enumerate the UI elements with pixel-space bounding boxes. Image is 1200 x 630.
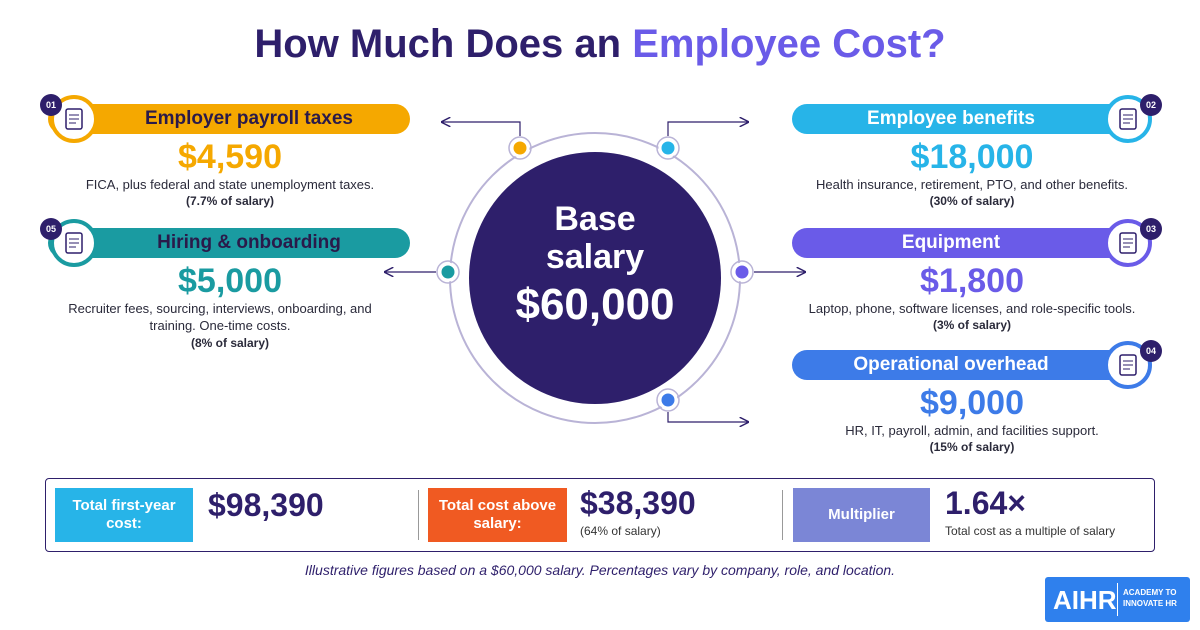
logo: AIHR ACADEMY TO INNOVATE HR <box>1045 577 1190 622</box>
card-title: Hiring & onboarding <box>48 228 410 258</box>
card-number: 01 <box>40 94 62 116</box>
summary-label: Total cost above salary: <box>428 488 567 542</box>
icon-glyph <box>1119 232 1137 254</box>
center-label: Base <box>554 200 636 238</box>
icon-glyph <box>65 232 83 254</box>
card-number: 05 <box>40 218 62 240</box>
logo-divider <box>1117 583 1118 616</box>
title-highlight: Employee Cost? <box>632 22 946 66</box>
divider <box>782 490 783 540</box>
card-title: Employer payroll taxes <box>48 104 410 134</box>
card-number: 04 <box>1140 340 1162 362</box>
card-amount: $1,800 <box>920 262 1024 300</box>
card-description: Health insurance, retirement, PTO, and o… <box>816 177 1128 192</box>
card-amount: $5,000 <box>178 262 282 300</box>
card-amount: $18,000 <box>910 138 1034 176</box>
title-start: How Much Does an <box>254 22 622 66</box>
center-amount: $60,000 <box>515 280 675 329</box>
card-percent: (7.7% of salary) <box>185 194 275 208</box>
card-description: FICA, plus federal and state unemploymen… <box>85 177 375 192</box>
card-title: Employee benefits <box>792 104 1150 134</box>
card-amount: $9,000 <box>920 384 1024 422</box>
divider <box>418 490 419 540</box>
center-label: salary <box>545 238 645 276</box>
card-percent: (15% of salary) <box>929 440 1015 454</box>
summary-value: $98,390 <box>208 487 324 523</box>
card-description: Laptop, phone, software licenses, and ro… <box>808 301 1136 316</box>
card-icon <box>50 219 98 267</box>
logo-tagline: ACADEMY TO INNOVATE HR <box>1123 588 1177 608</box>
icon-glyph <box>1119 354 1137 376</box>
summary-note: (64% of salary) <box>580 524 661 538</box>
summary-note: Total cost as a multiple of salary <box>945 524 1116 538</box>
footnote: Illustrative figures based on a $60,000 … <box>304 562 896 578</box>
title: How Much Does an Employee Cost? <box>0 22 1200 67</box>
card-percent: (8% of salary) <box>190 336 270 350</box>
summary-value: $38,390 <box>580 485 696 521</box>
icon-glyph <box>1119 108 1137 130</box>
logo-name: AIHR <box>1053 585 1117 615</box>
card-icon <box>50 95 98 143</box>
card-percent: (30% of salary) <box>929 194 1015 208</box>
summary-value: 1.64× <box>945 485 1026 521</box>
card-title: Equipment <box>792 228 1150 258</box>
card-amount: $4,590 <box>178 138 282 176</box>
base-salary: Base salary $60,000 <box>445 200 745 334</box>
card-number: 03 <box>1140 218 1162 240</box>
card-description: Recruiter fees, sourcing, interviews, on… <box>68 301 372 333</box>
card-percent: (3% of salary) <box>932 318 1012 332</box>
summary-label: Multiplier <box>793 488 930 542</box>
card-number: 02 <box>1140 94 1162 116</box>
icon-glyph <box>65 108 83 130</box>
card-title: Operational overhead <box>792 350 1150 380</box>
card-description: HR, IT, payroll, admin, and facilities s… <box>845 423 1099 438</box>
summary-label: Total first-year cost: <box>55 488 193 542</box>
summary-panel <box>45 478 1155 552</box>
